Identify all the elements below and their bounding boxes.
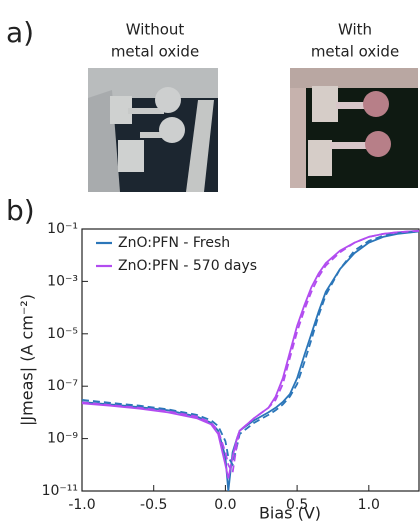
data-line [82, 230, 420, 468]
caption: Without [126, 21, 185, 39]
y-tick-label: 10⁻¹ [47, 221, 78, 237]
y-axis-label: |Jmeas| (A cm⁻²) [18, 294, 37, 426]
x-tick-label: 1.0 [358, 497, 380, 513]
caption: With [338, 21, 372, 39]
caption: metal oxide [311, 43, 399, 61]
x-axis-label: Bias (V) [259, 504, 321, 523]
plot-frame [81, 228, 420, 492]
data-line [82, 229, 420, 476]
x-tick-label: -1.0 [68, 497, 95, 513]
x-tick-label: -0.5 [140, 497, 167, 513]
y-tick-label: 10⁻⁷ [47, 378, 78, 394]
y-tick-label: 10⁻¹¹ [42, 483, 78, 499]
caption: metal oxide [111, 43, 199, 61]
y-tick-label: 10⁻⁹ [47, 431, 78, 447]
photo-with [290, 68, 418, 188]
data-line [82, 229, 420, 479]
legend-label: ZnO:PFN - Fresh [118, 235, 230, 251]
panel-label: a) [6, 16, 34, 49]
legend-label: ZnO:PFN - 570 days [118, 258, 257, 274]
y-tick-label: 10⁻³ [47, 273, 78, 289]
plot-area [82, 229, 420, 491]
photo-without [88, 68, 218, 192]
x-tick-label: 0.5 [286, 497, 308, 513]
y-tick-label: 10⁻⁵ [47, 326, 78, 342]
panel-label: b) [6, 194, 35, 227]
x-tick-label: 0.0 [214, 497, 236, 513]
